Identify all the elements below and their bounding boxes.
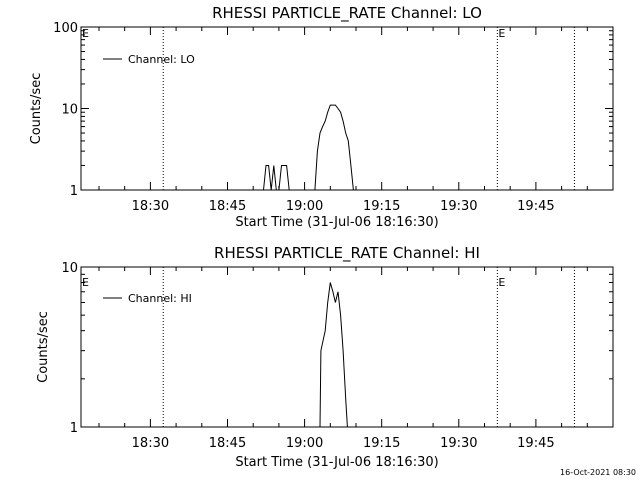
x-axis-label: Start Time (31-Jul-06 18:16:30) [235, 215, 438, 230]
x-tick-label: 19:15 [363, 199, 400, 214]
y-tick-label: 100 [53, 21, 78, 36]
event-marker-label: E [82, 27, 89, 40]
chart-panel-1: RHESSI PARTICLE_RATE Channel: LO 1 10 100 18… [29, 4, 614, 230]
x-tick-label: 19:30 [440, 436, 477, 451]
plot-frame [80, 26, 614, 191]
x-tick-label: 19:00 [286, 199, 323, 214]
x-tick-label: 19:45 [517, 436, 554, 451]
chart-title: RHESSI PARTICLE_RATE Channel: HI [214, 244, 480, 263]
x-tick-label: 18:30 [132, 436, 169, 451]
series-line-1 [263, 104, 356, 191]
x-tick-label: 19:30 [440, 199, 477, 214]
x-tick-label: 19:00 [286, 436, 323, 451]
x-tick-label: 18:45 [209, 199, 246, 214]
legend-entry: Channel: LO [128, 53, 195, 66]
x-axis-label: Start Time (31-Jul-06 18:16:30) [235, 455, 438, 470]
legend-entry: Channel: HI [128, 292, 192, 305]
chart-panel-2: RHESSI PARTICLE_RATE Channel: HI 1 10 18:30… [36, 244, 614, 470]
y-axis-label: Counts/sec [29, 73, 44, 145]
plot-frame [80, 266, 614, 428]
event-marker-label: E [82, 276, 89, 289]
footer-timestamp: 16-Oct-2021 08:30 [560, 468, 636, 477]
x-tick-label: 19:45 [517, 199, 554, 214]
chart-title: RHESSI PARTICLE_RATE Channel: LO [212, 4, 482, 23]
x-tick-label: 18:30 [132, 199, 169, 214]
y-axis-label: Counts/sec [36, 311, 51, 383]
y-tick-label: 10 [61, 261, 78, 276]
x-tick-label: 18:45 [209, 436, 246, 451]
y-tick-label: 10 [61, 103, 78, 118]
event-marker-label: E [498, 27, 505, 40]
y-tick-label: 1 [70, 421, 78, 436]
x-tick-label: 19:15 [363, 436, 400, 451]
event-marker-label: E [498, 276, 505, 289]
series-line-1 [319, 282, 351, 428]
y-tick-label: 1 [70, 184, 78, 199]
